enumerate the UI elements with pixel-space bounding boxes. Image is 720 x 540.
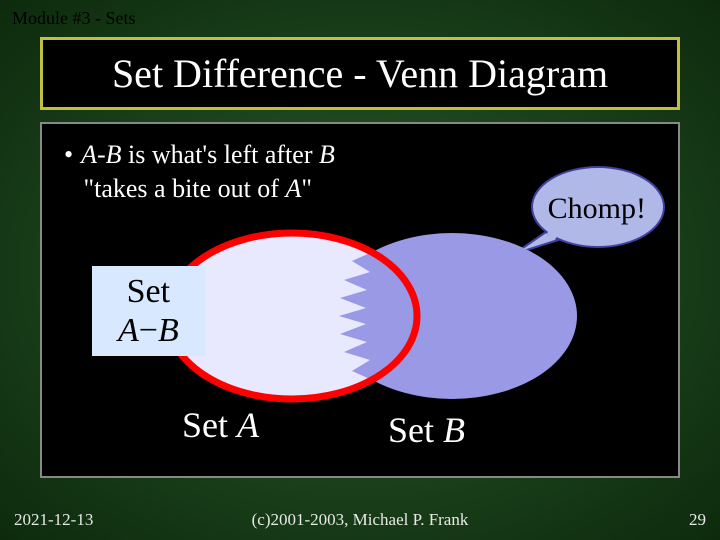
set-ab-line1: Set [118,272,179,311]
bullet-b: B [319,140,335,169]
slide-title: Set Difference - Venn Diagram [63,50,657,97]
venn-diagram: Set A−B Set A Set B [82,224,622,454]
set-ab-a: A [118,312,139,349]
bullet-l2b: A [285,174,301,203]
set-ab-box: Set A−B [92,266,205,356]
set-b-label: Set B [388,409,465,451]
chomp-label: Chomp! [548,192,646,226]
bullet-l2c: " [301,174,312,203]
module-header: Module #3 - Sets [0,0,720,37]
set-b-pre: Set [388,410,443,450]
set-ab-line2: A−B [118,311,179,350]
bullet-marker: • [64,140,81,169]
bullet-mid: is what's left after [122,140,319,169]
bullet-ab: A-B [81,140,121,169]
set-b-i: B [443,410,465,450]
bullet-l2a: "takes a bite out of [84,174,286,203]
footer-copyright: (c)2001-2003, Michael P. Frank [0,510,720,530]
content-box: •A-B is what's left after B "takes a bit… [40,122,680,478]
set-ab-mid: − [139,312,158,349]
set-a-label: Set A [182,404,259,446]
set-a-pre: Set [182,405,237,445]
set-ab-b: B [158,312,179,349]
set-a-i: A [237,405,259,445]
footer-page-number: 29 [689,510,706,530]
title-box: Set Difference - Venn Diagram [40,37,680,110]
